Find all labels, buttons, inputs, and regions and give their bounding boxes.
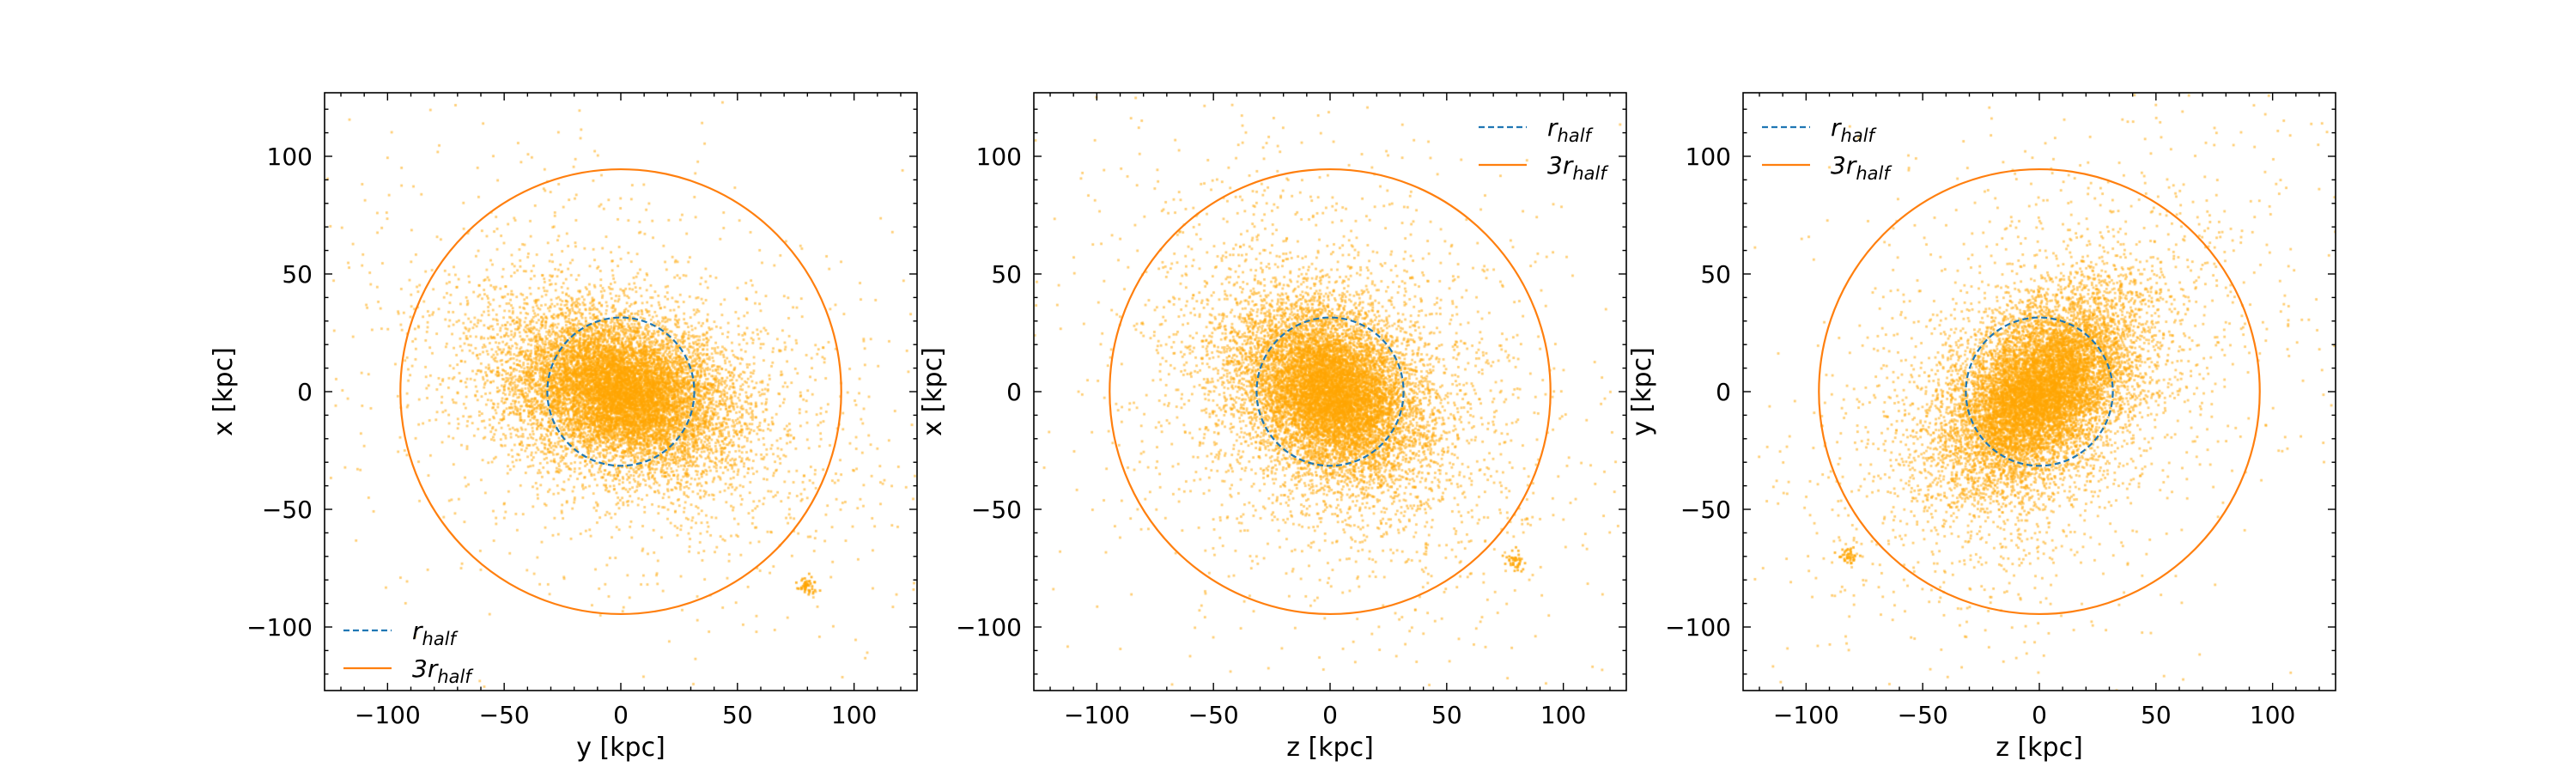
y-tick-label: 50 [991, 260, 1022, 289]
x-tick-label: 100 [831, 701, 877, 729]
y-tick-label: −50 [1680, 496, 1731, 524]
y-tick-label: 0 [1716, 378, 1731, 406]
x-tick-label: 100 [1540, 701, 1586, 729]
x-tick-label: 0 [1322, 701, 1338, 729]
y-tick-label: 0 [1006, 378, 1022, 406]
scatter-panel-3: −100 −50 0 50 100 −100 −50 0 50 100 z [kpc] y [kpc]… [1627, 92, 2336, 763]
legend-label: rhalf [412, 617, 459, 649]
x-axis-label: z [kpc] [1996, 733, 2083, 763]
y-axis-label: x [kpc] [918, 347, 948, 436]
x-tick-label: −50 [1188, 701, 1239, 729]
r-half-circle [1965, 316, 2114, 467]
scatter-points [325, 93, 917, 691]
y-tick-label: 100 [976, 143, 1022, 171]
y-tick-label: 100 [1686, 143, 1731, 171]
x-tick-label: 0 [613, 701, 629, 729]
x-tick-label: −100 [1064, 701, 1130, 729]
y-tick-label: −100 [1665, 613, 1731, 642]
legend-label: rhalf [1547, 113, 1595, 146]
ticks [1034, 93, 1626, 691]
y-tick-label: 100 [267, 143, 313, 171]
three-r-half-circle [1109, 167, 1552, 616]
y-axis-label: x [kpc] [209, 347, 239, 436]
r-half-circle [1255, 316, 1405, 467]
legend-label: 3rhalf [1831, 151, 1893, 184]
y-tick-label: −50 [971, 496, 1022, 524]
scatter-panel-1: −100 −50 0 50 100 −100 −50 0 50 100 y [kpc] x [kpc]… [209, 92, 918, 763]
legend-label: 3rhalf [1547, 151, 1609, 184]
y-tick-label: −50 [262, 496, 313, 524]
legend: rhalf 3rhalf [1762, 113, 1893, 184]
ticks [1743, 93, 2336, 691]
y-tick-label: −100 [246, 613, 313, 642]
legend: rhalf 3rhalf [1479, 113, 1609, 184]
y-tick-label: 50 [282, 260, 313, 289]
y-tick-label: 0 [297, 378, 313, 406]
legend: rhalf 3rhalf [343, 617, 474, 687]
r-half-circle [546, 316, 696, 467]
legend-label: 3rhalf [412, 654, 474, 687]
x-tick-label: 100 [2250, 701, 2295, 729]
legend-label: rhalf [1831, 113, 1878, 146]
x-tick-label: −100 [355, 701, 421, 729]
y-tick-label: −100 [956, 613, 1022, 642]
x-tick-label: 0 [2032, 701, 2047, 729]
x-tick-label: 50 [2141, 701, 2172, 729]
three-r-half-circle [399, 167, 842, 616]
x-axis-label: z [kpc] [1286, 733, 1374, 763]
ticks [325, 93, 917, 691]
x-tick-label: −50 [479, 701, 530, 729]
x-tick-label: 50 [1431, 701, 1462, 729]
three-r-half-circle [1818, 167, 2261, 616]
x-axis-label: y [kpc] [576, 733, 665, 763]
x-tick-label: −50 [1898, 701, 1948, 729]
scatter-panel-2: −100 −50 0 50 100 −100 −50 0 50 100 z [kpc] x [kpc]… [918, 92, 1627, 763]
scatter-points [1034, 93, 1626, 691]
x-tick-label: −100 [1773, 701, 1839, 729]
y-axis-label: y [kpc] [1627, 347, 1657, 436]
x-tick-label: 50 [722, 701, 753, 729]
scatter-points [1743, 93, 2336, 691]
y-tick-label: 50 [1700, 260, 1731, 289]
